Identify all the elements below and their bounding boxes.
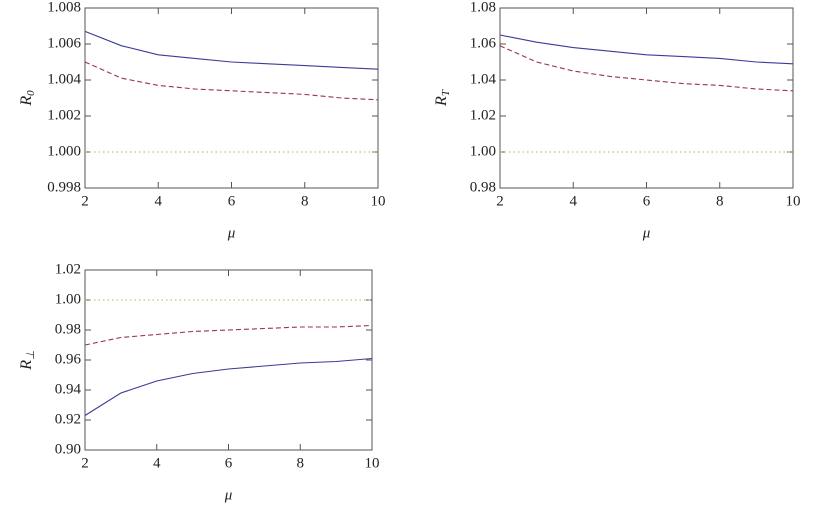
x-tick-label: 8 — [716, 193, 724, 209]
series-line — [84, 357, 373, 416]
y-tick-label: 0.90 — [55, 441, 81, 457]
y-tick-label: 1.006 — [47, 35, 81, 51]
x-tick-label: 8 — [301, 193, 309, 209]
y-tick-label: 1.06 — [470, 35, 497, 51]
y-axis-label: RT — [433, 89, 452, 107]
plot-frame — [84, 269, 373, 451]
plot-frame — [84, 7, 379, 189]
x-axis-label: μ — [642, 225, 651, 241]
y-tick-label: 1.00 — [470, 143, 496, 159]
series-line — [499, 34, 794, 65]
y-tick-label: 1.004 — [47, 71, 81, 87]
y-tick-label: 0.998 — [47, 179, 81, 195]
x-axis-label: μ — [224, 487, 233, 503]
x-tick-label: 6 — [228, 193, 236, 209]
subplot: 2 4 6 8 10 0.90 0.92 0.94 0.96 0.98 1.00 1.02 μ R⊥ — [18, 261, 380, 503]
y-axis-label-sub: ⊥ — [25, 350, 37, 360]
y-axis-label-main: R — [18, 96, 35, 107]
x-tick-label: 10 — [786, 193, 801, 209]
y-tick-label: 1.000 — [47, 143, 81, 159]
series-line — [84, 324, 373, 346]
x-tick-label: 2 — [496, 193, 504, 209]
x-tick-label: 6 — [225, 455, 233, 471]
plot-frame — [499, 7, 794, 189]
x-tick-label: 4 — [153, 455, 161, 471]
subplot: 2 4 6 8 10 0.998 1.000 1.002 1.004 1.006 1.008 μ R0 — [18, 0, 386, 241]
y-axis-label-sub: T — [440, 89, 452, 96]
series-line — [84, 30, 379, 70]
y-tick-label: 0.98 — [55, 321, 81, 337]
subplot: 2 4 6 8 10 0.98 1.00 1.02 1.04 1.06 1.08 μ RT — [433, 0, 801, 241]
y-axis-label-main: R — [433, 96, 450, 107]
x-tick-label: 2 — [81, 455, 89, 471]
x-tick-label: 8 — [297, 455, 305, 471]
y-tick-label: 1.00 — [55, 291, 81, 307]
x-tick-label: 4 — [570, 193, 578, 209]
y-axis-label: R0 — [18, 90, 37, 107]
x-tick-label: 4 — [155, 193, 163, 209]
x-tick-label: 10 — [371, 193, 386, 209]
y-tick-label: 0.94 — [55, 381, 82, 397]
y-tick-label: 1.002 — [47, 107, 81, 123]
x-tick-label: 2 — [81, 193, 89, 209]
y-tick-label: 0.92 — [55, 411, 81, 427]
x-tick-label: 10 — [365, 455, 380, 471]
series-line — [499, 45, 794, 92]
y-axis-label-sub: 0 — [25, 90, 37, 96]
y-tick-label: 1.02 — [470, 107, 496, 123]
y-tick-label: 1.02 — [55, 261, 81, 277]
y-tick-label: 0.96 — [55, 351, 82, 367]
series-line — [84, 61, 379, 101]
y-tick-label: 1.08 — [470, 0, 496, 15]
x-axis-label: μ — [227, 225, 236, 241]
y-tick-label: 0.98 — [470, 179, 496, 195]
y-tick-label: 1.008 — [47, 0, 81, 15]
y-axis-label: R⊥ — [18, 350, 37, 370]
y-axis-label-main: R — [18, 360, 35, 371]
y-tick-label: 1.04 — [470, 71, 497, 87]
x-tick-label: 6 — [643, 193, 651, 209]
